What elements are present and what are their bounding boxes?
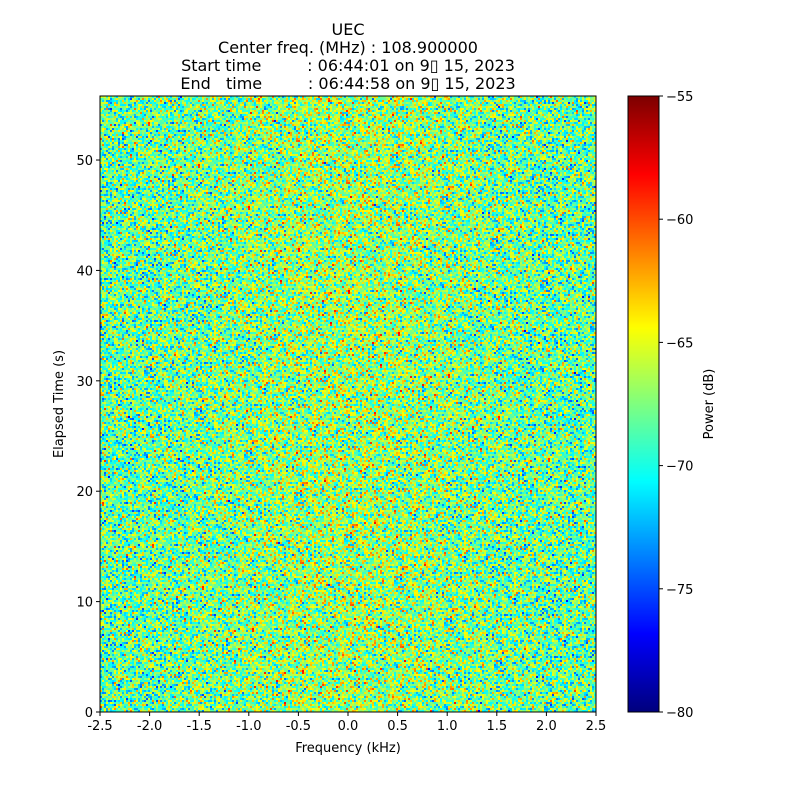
title-line-3: Start time : 06:44:01 on 9▯ 15, 2023 bbox=[181, 56, 515, 75]
plot-frame bbox=[99, 95, 597, 713]
title-line-1: UEC bbox=[332, 20, 365, 39]
colorbar-tick-label: −55 bbox=[666, 90, 693, 105]
x-tick-label: -2.5 bbox=[87, 719, 112, 734]
x-tick-label: -1.0 bbox=[236, 719, 261, 734]
colorbar-label: Power (dB) bbox=[702, 369, 717, 440]
title-line-4: End time : 06:44:58 on 9▯ 15, 2023 bbox=[180, 74, 515, 93]
colorbar-tick-label: −75 bbox=[666, 583, 693, 598]
x-tick-label: 1.5 bbox=[486, 719, 507, 734]
colorbar-tick-label: −60 bbox=[666, 213, 693, 228]
colorbar-tick-label: −80 bbox=[666, 706, 693, 721]
x-tick-label: -1.5 bbox=[187, 719, 212, 734]
x-tick-label: 2.5 bbox=[586, 719, 607, 734]
x-axis-label: Frequency (kHz) bbox=[295, 741, 401, 756]
x-tick-label: -0.5 bbox=[286, 719, 311, 734]
title-line-2: Center freq. (MHz) : 108.900000 bbox=[218, 38, 478, 57]
colorbar-tick-label: −70 bbox=[666, 460, 693, 475]
x-tick-label: 0.0 bbox=[338, 719, 359, 734]
y-tick-label: 0 bbox=[85, 706, 93, 721]
spectrogram-heatmap bbox=[100, 96, 596, 712]
x-tick-label: 0.5 bbox=[387, 719, 408, 734]
colorbar-tick-label: −65 bbox=[666, 336, 693, 351]
y-tick-label: 50 bbox=[76, 154, 93, 169]
x-tick-label: 2.0 bbox=[536, 719, 557, 734]
x-tick-label: -2.0 bbox=[137, 719, 162, 734]
x-tick-label: 1.0 bbox=[437, 719, 458, 734]
colorbar bbox=[628, 96, 659, 712]
y-tick-label: 40 bbox=[76, 264, 93, 279]
y-tick-label: 30 bbox=[76, 375, 93, 390]
colorbar-frame bbox=[627, 95, 660, 713]
y-axis-label: Elapsed Time (s) bbox=[52, 350, 67, 458]
y-tick-label: 20 bbox=[76, 485, 93, 500]
y-tick-label: 10 bbox=[76, 596, 93, 611]
